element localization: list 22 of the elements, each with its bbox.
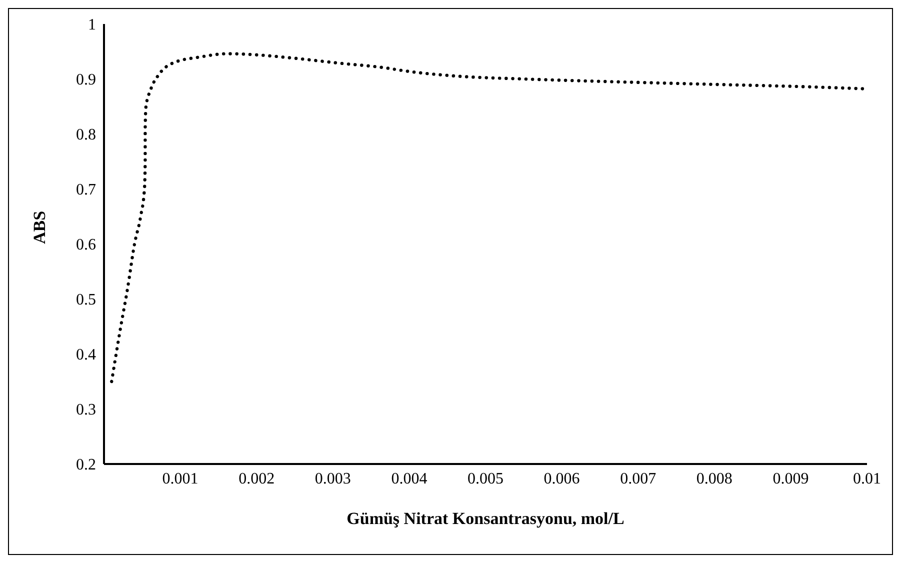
- x-tick-label: 0.005: [468, 470, 504, 488]
- x-tick-label: 0.004: [391, 470, 428, 488]
- y-tick-label: 0.9: [76, 72, 96, 89]
- y-tick-label: 1: [88, 16, 96, 34]
- x-tick-label: 0.01: [853, 470, 881, 488]
- y-tick-label: 0.5: [76, 292, 96, 309]
- x-tick-label: 0.001: [162, 470, 198, 488]
- y-tick-label: 0.6: [76, 236, 96, 254]
- x-tick-label: 0.006: [544, 470, 580, 488]
- y-tick-label: 0.3: [76, 402, 96, 419]
- y-axis-title: ABS: [30, 210, 50, 244]
- x-tick-label: 0.008: [696, 470, 732, 488]
- x-tick-label: 0.009: [772, 470, 809, 488]
- y-tick-label: 0.7: [76, 182, 96, 199]
- x-axis-title: Gümüş Nitrat Konsantrasyonu, mol/L: [346, 509, 624, 528]
- y-tick-label: 0.8: [76, 126, 96, 144]
- line-series: [110, 52, 867, 384]
- y-tick-label: 0.2: [76, 456, 96, 474]
- x-tick-label: 0.003: [314, 470, 351, 488]
- y-tick-label: 0.4: [76, 346, 96, 364]
- x-tick-label: 0.007: [620, 470, 656, 488]
- x-tick-label: 0.002: [238, 470, 275, 488]
